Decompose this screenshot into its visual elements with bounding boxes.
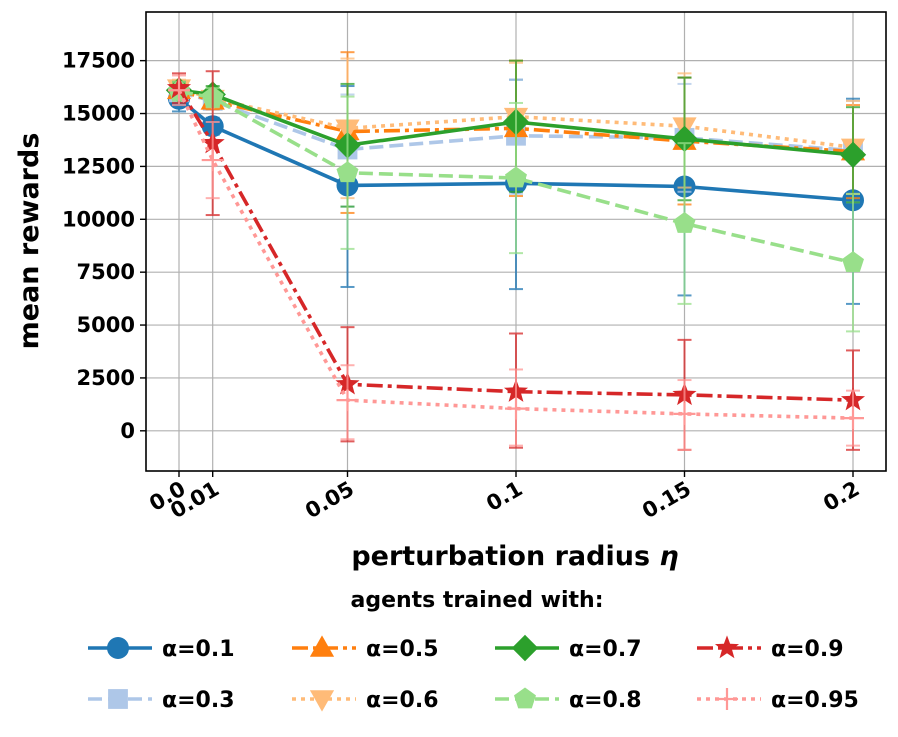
series-8 xyxy=(168,74,864,451)
data-point xyxy=(671,125,698,153)
legend-marker xyxy=(309,635,335,657)
data-point xyxy=(842,407,864,430)
data-point xyxy=(505,166,527,188)
data-point xyxy=(839,141,867,168)
data-point xyxy=(168,79,190,102)
x-axis: 0.00.01 0.05 0.1 0.15 0.2 xyxy=(145,471,864,524)
legend-label: α=0.6 xyxy=(366,688,439,713)
series-line xyxy=(177,89,854,420)
x-tick-label: 0.15 xyxy=(638,477,695,524)
y-tick-label: 0 xyxy=(120,419,135,443)
series-layer xyxy=(165,51,867,451)
y-axis: 0 2500 5000 7500 10000 12500 15000 17500 xyxy=(62,49,146,443)
legend: α=0.1 α=0.3 α=0.5 α=0.6 α=0.7 α=0.8 α=0.9 α=0.9… xyxy=(88,634,859,713)
y-axis-label: mean rewards xyxy=(14,133,45,350)
legend-title: agents trained with: xyxy=(350,588,603,613)
data-point xyxy=(201,149,224,172)
y-tick-label: 2500 xyxy=(77,366,135,390)
legend-item: α=0.6 xyxy=(292,688,439,713)
legend-marker xyxy=(309,690,335,712)
series-line xyxy=(177,87,854,402)
data-point xyxy=(336,389,359,412)
legend-label: α=0.3 xyxy=(162,688,235,713)
legend-marker xyxy=(107,637,129,659)
data-point xyxy=(336,161,359,183)
legend-item: α=0.5 xyxy=(292,635,439,662)
legend-item: α=0.9 xyxy=(697,635,844,662)
legend-item: α=0.1 xyxy=(88,637,235,662)
data-point xyxy=(673,402,696,425)
x-axis-label: perturbation radius η xyxy=(351,541,678,572)
legend-marker xyxy=(714,635,740,659)
y-tick-label: 17500 xyxy=(62,49,135,73)
y-tick-label: 12500 xyxy=(62,154,135,178)
data-point xyxy=(673,211,696,233)
y-tick-label: 7500 xyxy=(77,260,135,284)
y-tick-label: 5000 xyxy=(77,313,135,337)
x-tick-label: 0.05 xyxy=(301,477,358,524)
data-point xyxy=(505,397,527,420)
data-point xyxy=(842,251,864,272)
legend-item: α=0.8 xyxy=(495,687,642,713)
legend-marker xyxy=(511,634,539,662)
legend-label: α=0.9 xyxy=(771,637,844,662)
y-tick-label: 10000 xyxy=(62,207,135,231)
legend-marker xyxy=(108,689,128,709)
legend-label: α=0.7 xyxy=(569,637,642,662)
legend-label: α=0.95 xyxy=(771,688,859,713)
legend-marker xyxy=(716,688,738,710)
legend-marker xyxy=(514,687,536,709)
x-tick-label: 0.2 xyxy=(819,477,863,516)
legend-item: α=0.7 xyxy=(495,634,642,662)
legend-item: α=0.95 xyxy=(697,688,859,713)
legend-item: α=0.3 xyxy=(88,688,235,713)
legend-label: α=0.8 xyxy=(569,688,642,713)
legend-label: α=0.5 xyxy=(366,637,439,662)
x-tick-label: 0.1 xyxy=(482,477,526,516)
y-tick-label: 15000 xyxy=(62,102,135,126)
legend-label: α=0.1 xyxy=(162,637,235,662)
